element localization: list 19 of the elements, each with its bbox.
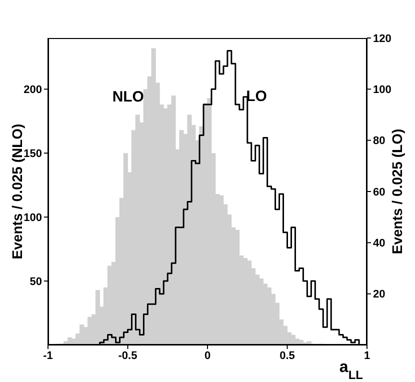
x-tick-label: -1 <box>43 350 53 362</box>
x-tick-label: 0.5 <box>280 350 295 362</box>
y2-tick-label: 40 <box>373 238 386 250</box>
y2-tick-label: 80 <box>373 135 386 148</box>
y2-tick-label: 120 <box>373 32 392 45</box>
y2-tick-label: 20 <box>373 288 386 301</box>
y-tick-label: 200 <box>24 84 42 96</box>
series-label: NLO <box>112 88 144 106</box>
x-tick-label: -0.5 <box>118 350 138 362</box>
x-tick-label: 1 <box>364 350 370 362</box>
x-tick-label: 0 <box>204 350 211 362</box>
y-tick-label: 100 <box>24 212 42 224</box>
y-tick-label: 150 <box>24 148 42 160</box>
y-axis-title: Events / 0.025 (NLO) <box>8 124 25 260</box>
y2-axis-title: Events / 0.025 (LO) <box>388 128 405 254</box>
y2-tick-label: 60 <box>373 186 386 198</box>
y2-tick-label: 100 <box>373 84 392 96</box>
x-axis-title: a$_{LL}$ <box>339 359 363 382</box>
y-tick-label: 50 <box>30 276 42 288</box>
